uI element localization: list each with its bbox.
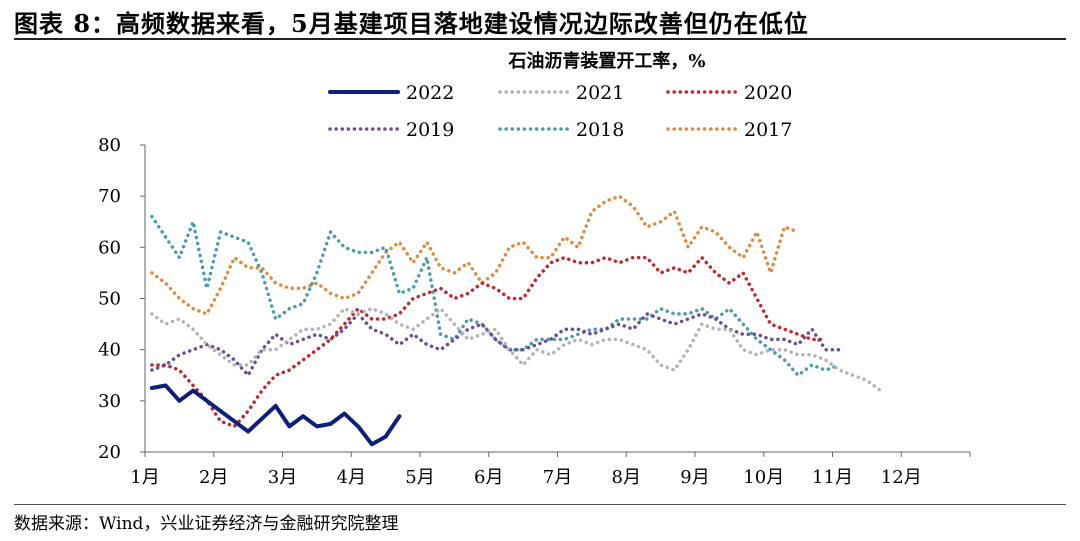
series-line-2021 bbox=[150, 306, 883, 393]
legend-label: 2020 bbox=[744, 82, 792, 104]
x-tick-label: 1月 bbox=[130, 467, 159, 488]
x-tick-label: 10月 bbox=[743, 467, 784, 488]
y-tick-label: 40 bbox=[98, 340, 121, 361]
chart: 石油沥青装置开工率，% 2022 2021 2020 2019 2018 2017 20 3… bbox=[98, 50, 971, 488]
legend-label: 2022 bbox=[406, 82, 454, 104]
legend-item-2022: 2022 bbox=[328, 82, 454, 104]
legend-item-2019: 2019 bbox=[328, 119, 454, 141]
series-line-2017 bbox=[150, 194, 800, 316]
series-line-2022 bbox=[149, 383, 402, 447]
footer-divider bbox=[14, 504, 1066, 505]
x-tick-label: 2月 bbox=[199, 467, 228, 488]
y-tick-label: 70 bbox=[98, 186, 121, 207]
source-note: 数据来源：Wind，兴业证券经济与金融研究院整理 bbox=[14, 514, 399, 534]
x-tick-label: 11月 bbox=[812, 467, 853, 488]
plot-area bbox=[149, 194, 883, 447]
x-tick-label: 7月 bbox=[543, 467, 572, 488]
x-tick-label: 5月 bbox=[405, 467, 434, 488]
legend-item-2018: 2018 bbox=[498, 119, 624, 141]
x-tick-label: 8月 bbox=[612, 467, 641, 488]
y-tick-label: 20 bbox=[98, 442, 121, 463]
x-tick-label: 9月 bbox=[680, 467, 709, 488]
legend-label: 2017 bbox=[744, 119, 792, 141]
legend-label: 2021 bbox=[576, 82, 624, 104]
title-divider bbox=[14, 38, 1066, 40]
y-tick-label: 30 bbox=[98, 391, 121, 412]
x-tick-label: 6月 bbox=[474, 467, 503, 488]
legend-label: 2019 bbox=[406, 119, 454, 141]
series-line-2020 bbox=[150, 255, 828, 429]
y-tick-label: 80 bbox=[98, 135, 121, 156]
legend-item-2017: 2017 bbox=[666, 119, 792, 141]
legend-item-2020: 2020 bbox=[666, 82, 792, 104]
legend-label: 2018 bbox=[576, 119, 624, 141]
x-tick-label: 3月 bbox=[268, 467, 297, 488]
series-line-2018 bbox=[150, 214, 842, 378]
legend-item-2021: 2021 bbox=[498, 82, 624, 104]
axes: 20 30 40 50 60 70 80 1月 2月 3月 4月 5月 6月 7月 8月 9月 10月 11月 12… bbox=[98, 135, 971, 488]
series-line-2019 bbox=[150, 312, 842, 378]
legend: 2022 2021 2020 2019 2018 2017 bbox=[328, 82, 792, 141]
x-tick-label: 12月 bbox=[881, 467, 922, 488]
y-tick-label: 50 bbox=[98, 289, 121, 310]
figure-title: 图表 8：高频数据来看，5月基建项目落地建设情况边际改善但仍在低位 bbox=[14, 9, 809, 38]
y-tick-label: 60 bbox=[98, 237, 121, 258]
x-tick-label: 4月 bbox=[337, 467, 366, 488]
chart-title: 石油沥青装置开工率，% bbox=[507, 50, 705, 72]
